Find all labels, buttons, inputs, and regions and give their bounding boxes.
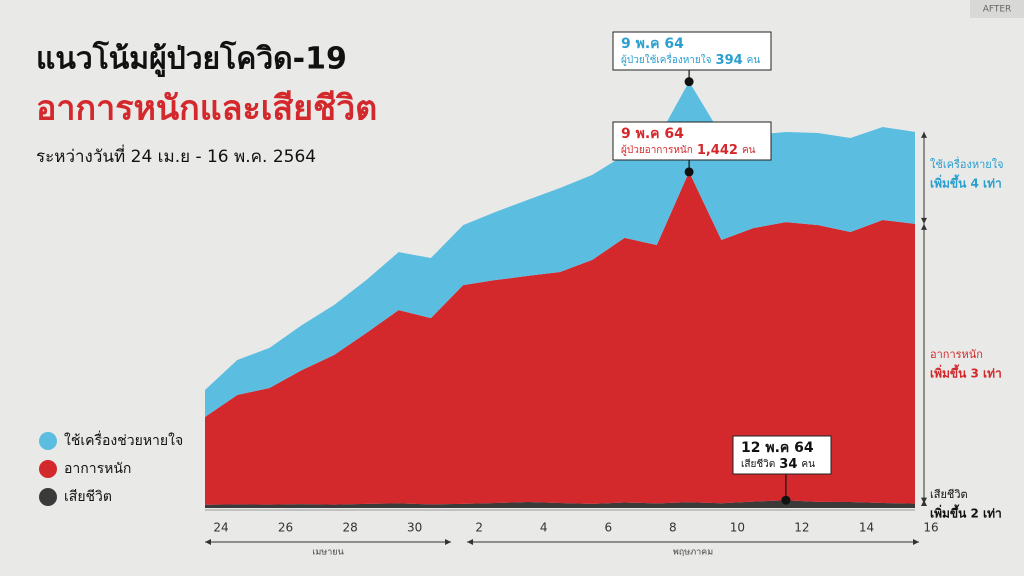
point — [781, 495, 791, 505]
x-tick-label: 26 — [278, 521, 293, 535]
legend-swatch — [39, 432, 57, 450]
callout-box — [612, 121, 772, 161]
legend-label: ใช้เครื่องช่วยหายใจ — [64, 431, 183, 449]
side-note-label: อาการหนัก — [930, 348, 983, 361]
legend-label: เสียชีวิต — [64, 489, 112, 505]
legend-swatch — [39, 460, 57, 478]
x-tick-label: 4 — [540, 521, 548, 535]
legend-swatch — [39, 488, 57, 506]
side-note-change: เพิ่มขึ้น 4 เท่า — [930, 174, 1002, 191]
chart-title: แนวโน้มผู้ป่วยโควิด-19 — [36, 40, 347, 78]
callout-box — [732, 435, 832, 475]
arrow — [921, 500, 927, 506]
callout-label: ผู้ป่วยอาการหนัก — [621, 144, 693, 156]
period: ระหว่างวันที่ 24 เม.ย - 16 พ.ค. 2564 — [36, 144, 316, 167]
callout-number: 394 — [716, 53, 743, 68]
x-tick-label: 6 — [604, 521, 612, 535]
area — [205, 171, 915, 505]
side-note-change: เพิ่มขึ้น 2 เท่า — [930, 504, 1002, 521]
callout-number: 1,442 — [697, 143, 738, 158]
area — [205, 81, 915, 418]
point — [684, 167, 694, 177]
callout-label: เสียชีวิต — [741, 458, 775, 470]
side-note-label: ใช้เครื่องหายใจ — [930, 156, 1004, 171]
callout-number: 34 — [779, 457, 797, 472]
x-tick-label: 14 — [859, 521, 874, 535]
legend-label: อาการหนัก — [64, 461, 131, 477]
x-tick-label: 12 — [794, 521, 809, 535]
month-label: เมษายน — [312, 548, 343, 558]
callout-unit: คน — [747, 55, 761, 66]
x-tick-label: 30 — [407, 521, 422, 535]
x-tick-label: 8 — [669, 521, 677, 535]
x-tick-label: 16 — [923, 521, 938, 535]
callout-unit: คน — [742, 145, 756, 156]
side-note-change: เพิ่มขึ้น 3 เท่า — [930, 364, 1002, 381]
callout-date: 9 พ.ค 64 — [621, 126, 684, 142]
badge: AFTER — [983, 5, 1012, 15]
callout-label: ผู้ป่วยใช้เครื่องหายใจ — [621, 52, 712, 66]
callout-date: 9 พ.ค 64 — [621, 36, 684, 52]
callout-date: 12 พ.ค 64 — [741, 440, 814, 456]
point — [684, 77, 694, 87]
side-note-label: เสียชีวิต — [930, 488, 968, 501]
callout-text: ผู้ป่วยใช้เครื่องหายใจ 394 คน — [621, 52, 760, 68]
chart-subtitle: อาการหนักและเสียชีวิต — [36, 89, 377, 129]
callout-text: เสียชีวิต 34 คน — [741, 457, 815, 472]
month-label: พฤษภาคม — [673, 548, 713, 558]
x-tick-label: 28 — [342, 521, 357, 535]
x-tick-label: 10 — [730, 521, 745, 535]
x-tick-label: 2 — [475, 521, 483, 535]
badge-box — [970, 0, 1024, 18]
callout-box — [612, 31, 772, 71]
callout-unit: คน — [801, 459, 815, 470]
x-tick-label: 24 — [213, 521, 228, 535]
area — [205, 500, 915, 508]
callout-text: ผู้ป่วยอาการหนัก 1,442 คน — [621, 143, 756, 158]
